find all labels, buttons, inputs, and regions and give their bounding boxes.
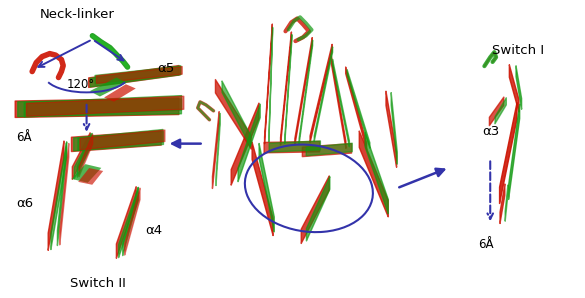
- Polygon shape: [72, 164, 101, 183]
- Polygon shape: [90, 77, 127, 97]
- Text: Neck-linker: Neck-linker: [40, 8, 115, 21]
- Text: 6Å: 6Å: [479, 238, 494, 252]
- Text: 6Å: 6Å: [16, 131, 32, 144]
- Text: α5: α5: [157, 62, 174, 75]
- Text: α4: α4: [145, 224, 162, 237]
- Text: 120°: 120°: [67, 77, 95, 91]
- Text: Switch I: Switch I: [491, 44, 544, 57]
- Polygon shape: [104, 84, 136, 102]
- Text: α6: α6: [16, 197, 33, 210]
- Polygon shape: [78, 168, 103, 185]
- Text: α3: α3: [483, 125, 500, 138]
- Text: Switch II: Switch II: [70, 277, 126, 290]
